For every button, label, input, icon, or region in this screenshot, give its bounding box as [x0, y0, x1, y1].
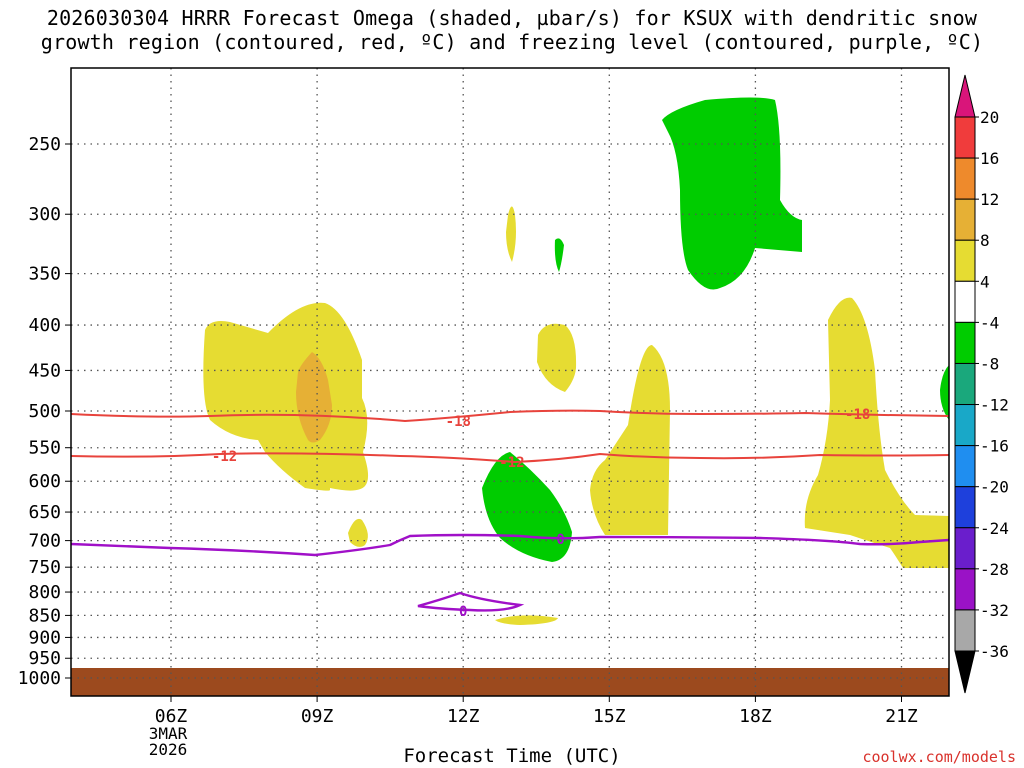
colorbar-label: 12	[980, 190, 999, 209]
chart-title: 2026030304 HRRR Forecast Omega (shaded, …	[0, 6, 1024, 54]
colorbar-swatch	[954, 568, 976, 611]
x-axis-label: Forecast Time (UTC)	[403, 745, 621, 767]
y-tick-label: 600	[28, 471, 61, 492]
omega-region-negative-edge	[940, 365, 949, 420]
y-tick-label: 800	[28, 582, 61, 603]
colorbar-bottom-arrow	[954, 650, 976, 694]
colorbar-label: 20	[980, 108, 999, 127]
x-tick-label: 15Z	[593, 706, 626, 727]
y-axis: 2503003504004505005506006507007508008509…	[18, 134, 71, 689]
x-tick-label: 09Z	[301, 706, 334, 727]
surface-ground	[71, 668, 949, 696]
colorbar-label: -8	[980, 354, 999, 373]
y-tick-label: 850	[28, 605, 61, 626]
contour-label: -18	[845, 407, 870, 423]
colorbar-swatch	[954, 527, 976, 570]
y-tick-label: 900	[28, 627, 61, 648]
omega-region-positive-13z-low	[495, 615, 558, 625]
contour-labels: -18 -18 -12 -12 0 0	[212, 407, 870, 620]
credit-text: coolwx.com/models	[862, 748, 1016, 766]
colorbar-swatch	[954, 362, 976, 406]
omega-region-negative-17z-19z	[662, 97, 802, 290]
x-tick-label: 12Z	[447, 706, 480, 727]
contour-line-minus-12	[70, 452, 950, 464]
colorbar-swatch	[954, 198, 976, 241]
colorbar-label: 16	[980, 149, 999, 168]
x-tick-sublabel: 3MAR	[149, 724, 188, 743]
y-tick-label: 400	[28, 315, 61, 336]
colorbar-swatch	[954, 321, 976, 364]
contour-label: -12	[499, 455, 524, 471]
y-tick-label: 250	[28, 134, 61, 155]
colorbar-swatch	[954, 157, 976, 200]
omega-shading	[203, 97, 949, 625]
contour-label: -12	[212, 449, 237, 465]
colorbar-swatch	[954, 609, 976, 652]
omega-region-positive-16z	[590, 345, 670, 535]
colorbar-label: -12	[980, 396, 1009, 415]
omega-region-positive-14z-upper	[537, 323, 577, 392]
colorbar-label: -24	[980, 519, 1009, 538]
colorbar-label: -36	[980, 642, 1009, 661]
colorbar-swatch	[954, 239, 976, 282]
omega-region-positive-13z-300	[506, 206, 516, 262]
y-tick-label: 1000	[18, 668, 61, 689]
contour-line-0-freezing-level	[70, 533, 950, 557]
y-tick-label: 350	[28, 264, 61, 285]
y-tick-label: 450	[28, 360, 61, 381]
y-tick-label: 300	[28, 204, 61, 225]
omega-region-positive-06z-09z	[203, 302, 369, 491]
y-tick-label: 550	[28, 438, 61, 459]
x-tick-label: 06Z	[155, 706, 188, 727]
colorbar-swatch	[954, 404, 976, 447]
y-tick-label: 700	[28, 531, 61, 552]
contour-label: 0	[459, 604, 467, 620]
colorbar-label: 4	[980, 272, 990, 291]
colorbar-label: -4	[980, 313, 999, 332]
colorbar-label: -32	[980, 601, 1009, 620]
contour-line-minus-18	[70, 409, 950, 423]
x-tick-label: 21Z	[885, 706, 918, 727]
grid-lines	[71, 68, 949, 696]
omega-region-positive-19z-22z	[804, 297, 949, 568]
omega-region-positive-10z-small	[348, 518, 368, 547]
colorbar-swatch	[954, 116, 976, 159]
y-tick-label: 500	[28, 401, 61, 422]
omega-region-negative-14z-upper	[554, 238, 564, 272]
colorbar-top-arrow	[954, 74, 976, 118]
colorbar-label: 8	[980, 231, 990, 250]
colorbar-swatch	[954, 486, 976, 529]
plot-frame	[70, 67, 950, 697]
colorbar-swatch	[954, 445, 976, 488]
colorbar: 20 16 12 8 4 -4 -8 -12 -16 -20 -24 -28 -32 -36	[954, 74, 1009, 694]
y-tick-label: 650	[28, 502, 61, 523]
contour-label: -18	[446, 414, 471, 430]
x-tick-label: 18Z	[739, 706, 772, 727]
contour-line-0-closed	[417, 591, 525, 612]
contour-lines	[70, 409, 950, 612]
contour-label: 0	[556, 532, 564, 548]
y-tick-label: 950	[28, 648, 61, 669]
title-line-1: 2026030304 HRRR Forecast Omega (shaded, …	[46, 6, 978, 30]
x-tick-sublabel: 2026	[149, 740, 188, 759]
y-tick-label: 750	[28, 557, 61, 578]
colorbar-label: -16	[980, 437, 1009, 456]
omega-region-positive-09z-core	[296, 352, 332, 443]
colorbar-swatch	[954, 280, 976, 323]
colorbar-label: -28	[980, 560, 1009, 579]
colorbar-label: -20	[980, 478, 1009, 497]
title-line-2: growth region (contoured, red, ºC) and f…	[40, 30, 984, 54]
